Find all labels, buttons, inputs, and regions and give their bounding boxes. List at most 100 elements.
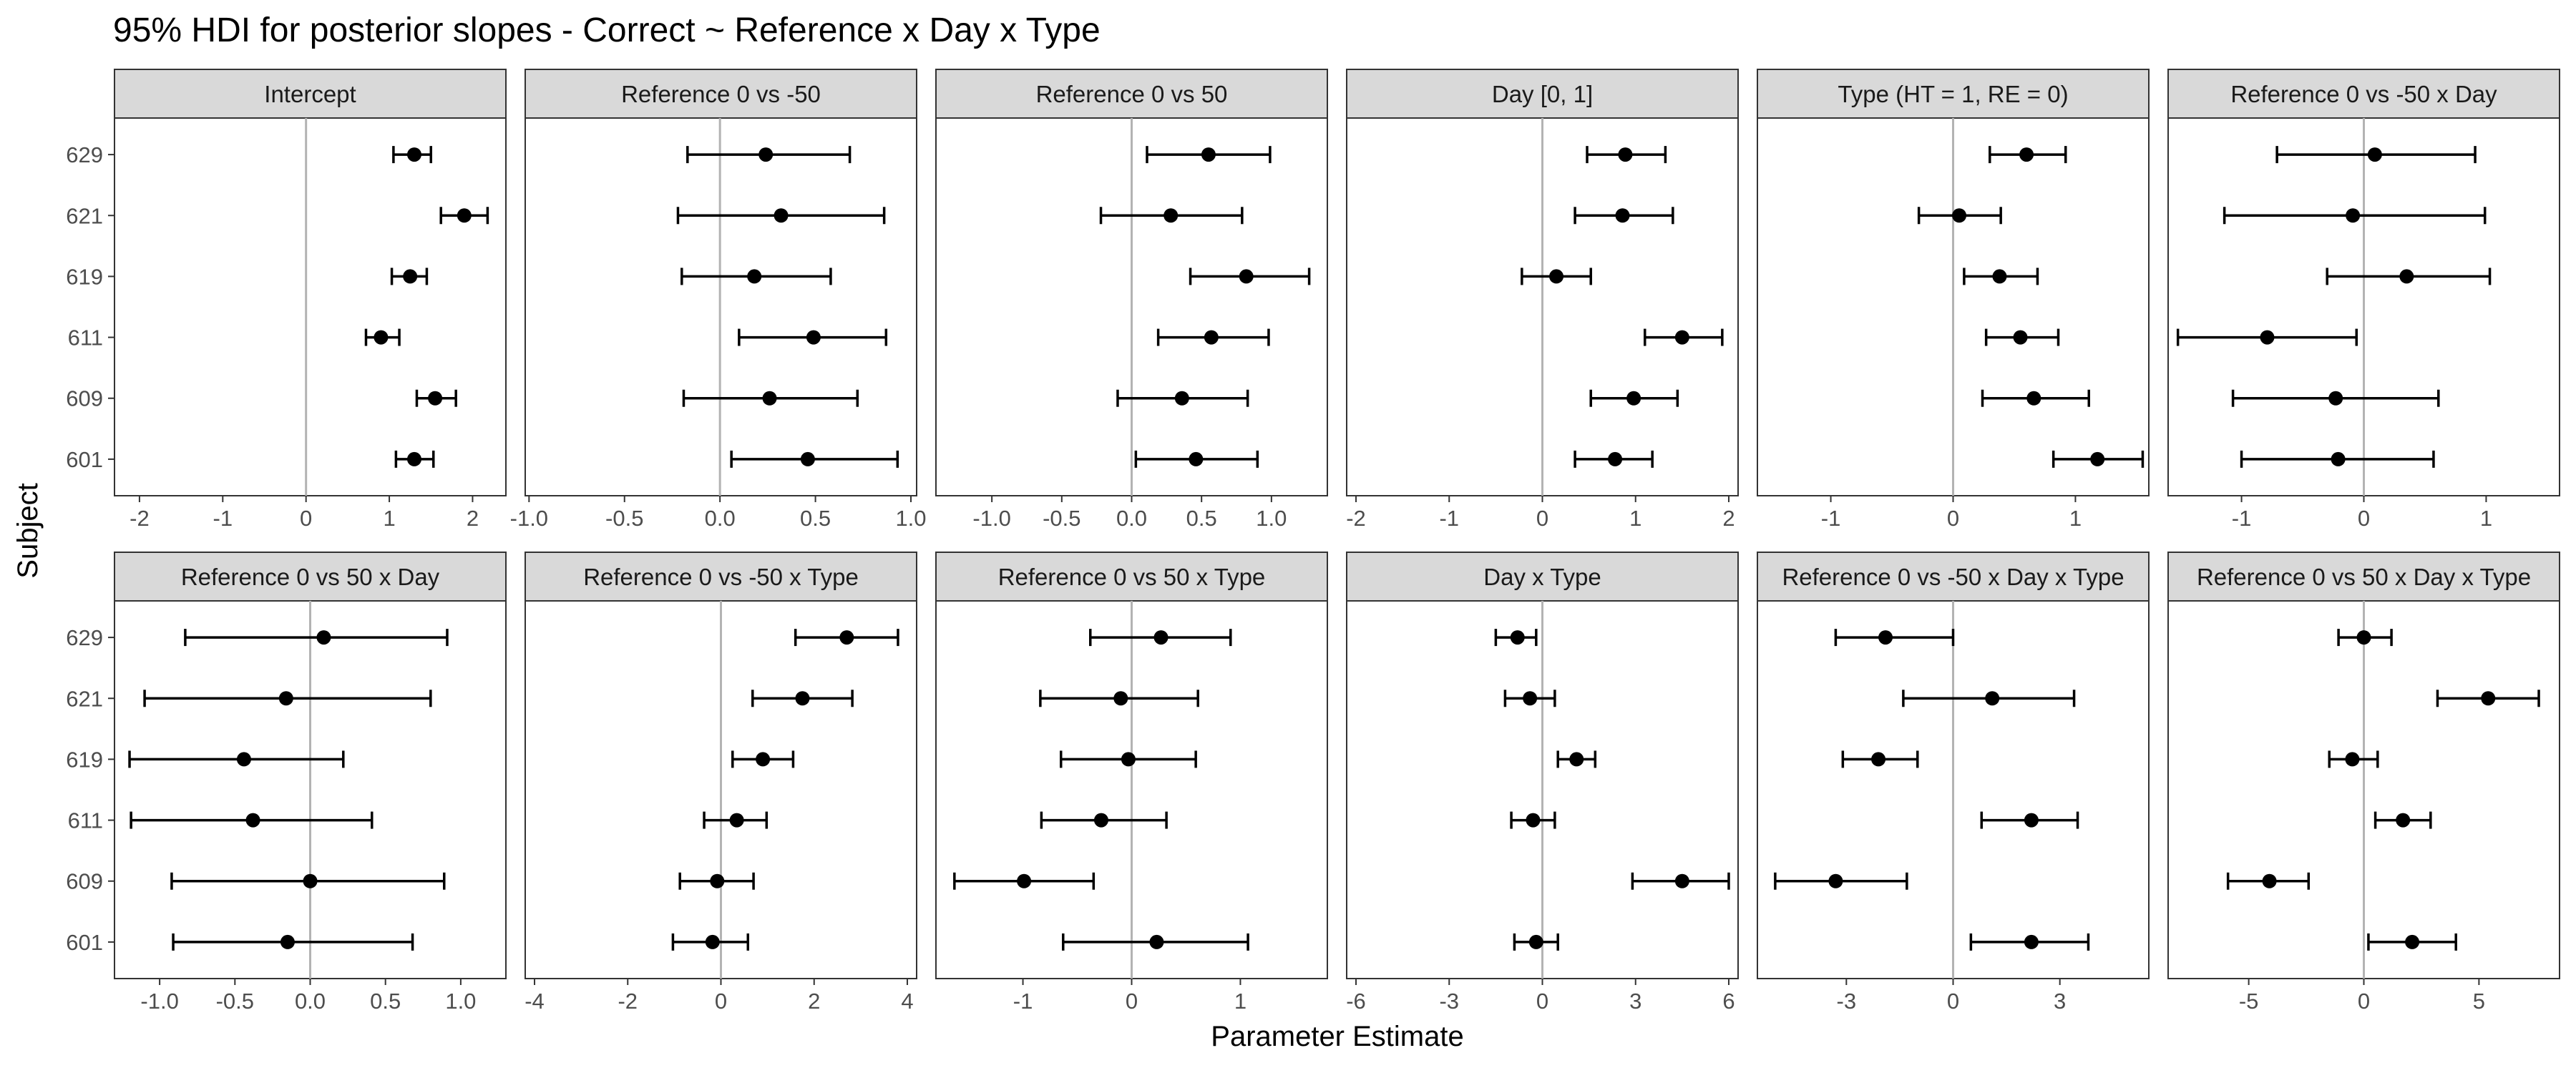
point-estimate (1153, 630, 1169, 645)
x-tick-label: 0 (1126, 989, 1138, 1014)
panel: Reference 0 vs -50 x Type -4 -2 0 2 4 (525, 552, 917, 1014)
panel-strip-label: Reference 0 vs -50 x Type (583, 564, 859, 590)
x-tick-label: 6 (1722, 989, 1735, 1014)
x-tick-label: 0.0 (295, 989, 326, 1014)
x-tick-label: 1 (1234, 989, 1246, 1014)
x-tick-label: 0 (2358, 989, 2370, 1014)
point-estimate (1510, 630, 1525, 645)
panel: Reference 0 vs -50 x Day -1 0 1 (2167, 69, 2560, 531)
y-tick-label: 601 (66, 930, 103, 955)
x-tick-label: 0 (300, 506, 312, 531)
point-estimate (2013, 330, 2028, 345)
x-tick-label: 0 (1536, 989, 1548, 1014)
panel-strip-label: Reference 0 vs 50 x Day (181, 564, 440, 590)
point-estimate (428, 391, 443, 406)
point-estimate (1618, 147, 1633, 162)
y-axis-title: Subject (12, 483, 44, 578)
point-estimate (2399, 269, 2414, 284)
point-estimate (2262, 873, 2277, 888)
panel-strip (2167, 552, 2560, 602)
x-tick-label: -3 (1837, 989, 1857, 1014)
point-estimate (795, 691, 810, 706)
point-estimate (1878, 630, 1893, 645)
point-estimate (2405, 934, 2420, 949)
point-estimate (1952, 208, 1967, 223)
point-estimate (2328, 391, 2343, 406)
x-axis-title: Parameter Estimate (1211, 1021, 1463, 1052)
point-estimate (1526, 813, 1541, 828)
x-tick-label: 0 (1536, 506, 1548, 531)
panel: Reference 0 vs 50 -1.0 -0.5 0.0 0.5 1.0 (935, 69, 1328, 531)
x-tick-label: -5 (2239, 989, 2259, 1014)
y-tick-label: 621 (66, 203, 103, 228)
x-tick-label: 0 (715, 989, 727, 1014)
point-estimate (245, 813, 260, 828)
point-estimate (1985, 691, 2000, 706)
y-tick-label: 611 (68, 325, 103, 351)
x-tick-label: -1 (1439, 506, 1459, 531)
panel: Type (HT = 1, RE = 0) -1 0 1 (1757, 69, 2150, 531)
x-tick-label: -3 (1439, 989, 1459, 1014)
point-estimate (1204, 330, 1219, 345)
panel: Reference 0 vs 50 x Type -1 0 1 (935, 552, 1328, 1014)
panel-strip (525, 552, 917, 602)
point-estimate (1121, 752, 1136, 767)
x-tick-label: 1.0 (895, 506, 926, 531)
y-tick-label: 629 (66, 142, 103, 167)
x-tick-label: -1.0 (140, 989, 178, 1014)
panel: Reference 0 vs -50 x Day x Type -3 0 3 (1757, 552, 2150, 1014)
point-estimate (1093, 813, 1108, 828)
x-tick-label: 0.0 (705, 506, 736, 531)
point-estimate (806, 330, 821, 345)
y-tick-label: 619 (66, 264, 103, 289)
panel: Day x Type -6 -3 0 3 6 (1346, 552, 1739, 1014)
x-tick-label: -1 (213, 506, 233, 531)
panel-strip-label: Day x Type (1483, 564, 1601, 590)
panel-strip (1757, 552, 2150, 602)
x-tick-label: 1 (2069, 506, 2082, 531)
panel-strip (1346, 69, 1739, 119)
point-estimate (236, 752, 251, 767)
y-tick-label: 609 (66, 869, 103, 894)
x-tick-label: 0 (1947, 506, 1959, 531)
panel-strip-label: Intercept (264, 81, 356, 107)
x-tick-label: 0 (1947, 989, 1959, 1014)
x-tick-label: -2 (130, 506, 150, 531)
point-estimate (839, 630, 854, 645)
point-estimate (756, 752, 771, 767)
x-tick-label: 1.0 (1256, 506, 1287, 531)
point-estimate (762, 391, 777, 406)
point-estimate (1149, 934, 1164, 949)
point-estimate (747, 269, 762, 284)
y-tick-label: 601 (66, 447, 103, 472)
point-estimate (316, 630, 331, 645)
point-estimate (457, 208, 472, 223)
panel-strip (935, 69, 1328, 119)
x-tick-label: 4 (901, 989, 913, 1014)
panel-strip-label: Reference 0 vs 50 (1036, 81, 1228, 107)
panel: Reference 0 vs 50 x Day x Type -5 0 5 (2167, 552, 2560, 1014)
x-tick-label: 0.5 (800, 506, 831, 531)
x-tick-label: -1.0 (510, 506, 548, 531)
panel-strip-label: Reference 0 vs -50 x Day x Type (1782, 564, 2124, 590)
point-estimate (710, 873, 725, 888)
panel-plot-area (114, 117, 507, 496)
x-tick-label: -0.5 (216, 989, 254, 1014)
point-estimate (729, 813, 744, 828)
point-estimate (406, 147, 421, 162)
x-tick-label: -4 (525, 989, 545, 1014)
point-estimate (705, 934, 720, 949)
x-tick-label: -1.0 (972, 506, 1010, 531)
point-estimate (2396, 813, 2411, 828)
point-estimate (1017, 873, 1032, 888)
panel: Reference 0 vs -50 -1.0 -0.5 0.0 0.5 1.0 (510, 69, 927, 531)
x-tick-label: 1.0 (445, 989, 476, 1014)
point-estimate (1626, 391, 1641, 406)
panels-group: Intercept-2 -1 0 1 2629621619611609601Refere… (66, 69, 2560, 1014)
point-estimate (2090, 451, 2105, 466)
point-estimate (2019, 147, 2034, 162)
panel-strip-label: Reference 0 vs -50 (621, 81, 821, 107)
x-tick-label: -6 (1346, 989, 1366, 1014)
point-estimate (1615, 208, 1630, 223)
